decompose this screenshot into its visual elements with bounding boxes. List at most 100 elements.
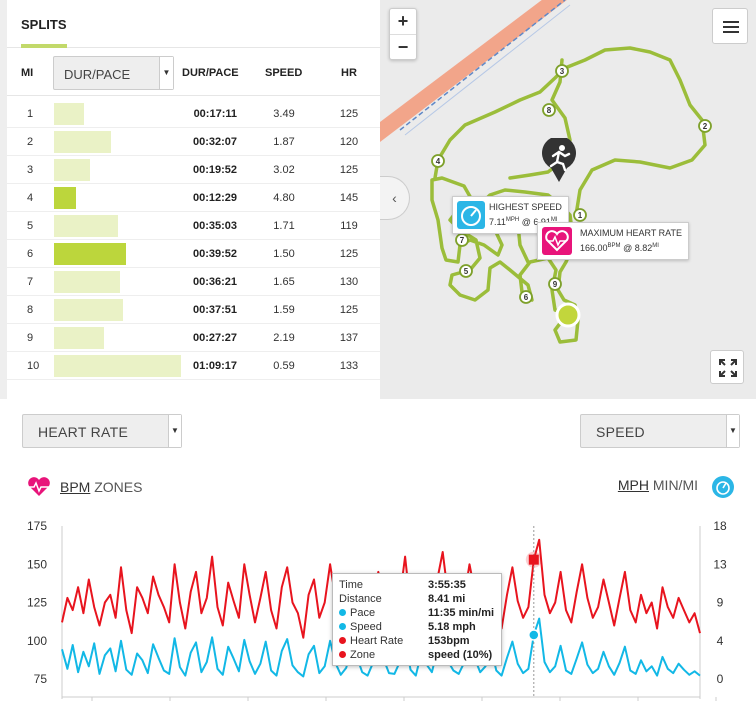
hr-cursor-point (528, 554, 539, 565)
split-bar (54, 243, 126, 265)
metric-select-label: DUR/PACE (64, 67, 131, 82)
legend-dot (339, 609, 346, 616)
left-metric-select[interactable]: HEART RATE ▼ (22, 414, 182, 448)
split-mile: 9 (27, 332, 34, 344)
map-rail (399, 0, 566, 131)
expand-icon (719, 359, 737, 377)
col-mi: MI (21, 67, 34, 79)
fullscreen-button[interactable] (710, 350, 744, 384)
tooltip-key: Time (339, 579, 364, 591)
chart-tooltip: Time 3:55:35 Distance 8.41 mi Pace 11:35 min/… (332, 573, 502, 666)
split-mile: 4 (27, 192, 34, 204)
left-tick-label: 175 (27, 519, 47, 533)
map-rail-2 (404, 4, 571, 136)
right-unit-toggle: MPH MIN/MI (618, 477, 698, 493)
split-bar (54, 327, 104, 349)
split-duration: 00:35:03 (192, 220, 237, 232)
zoom-out-button[interactable]: − (390, 34, 416, 59)
hamburger-icon (723, 21, 739, 23)
speedometer-icon (457, 201, 485, 229)
split-bar (54, 187, 76, 209)
split-speed: 3.02 (273, 164, 295, 176)
split-duration: 00:12:29 (192, 192, 237, 204)
chart-panel: HEART RATE ▼ SPEED ▼ BPM ZONES MPH MIN/M… (0, 399, 756, 701)
max-hr-title: MAXIMUM HEART RATE (580, 228, 683, 238)
col-hr: HR (341, 67, 357, 79)
right-tick-label: 13 (713, 557, 727, 571)
table-row[interactable]: 5 00:35:03 1.71 119 (7, 212, 380, 240)
right-tick-label: 0 (717, 672, 724, 686)
split-mile: 5 (27, 220, 34, 232)
unit-min-mi[interactable]: MIN/MI (652, 477, 698, 493)
table-row[interactable]: 2 00:32:07 1.87 120 (7, 128, 380, 156)
table-row[interactable]: 6 00:39:52 1.50 125 (7, 240, 380, 268)
heart-rate-icon (27, 477, 51, 496)
table-row[interactable]: 4 00:12:29 4.80 145 (7, 184, 380, 212)
chevron-down-icon: ▼ (159, 57, 173, 89)
left-metric-label: HEART RATE (38, 424, 129, 440)
split-duration: 00:39:52 (192, 248, 237, 260)
table-row[interactable]: 8 00:37:51 1.59 125 (7, 296, 380, 324)
split-mile: 8 (27, 304, 34, 316)
split-speed: 3.49 (273, 108, 295, 120)
tooltip-row: Speed 5.18 mph (339, 621, 495, 635)
map-menu-button[interactable] (712, 8, 748, 44)
table-row[interactable]: 3 00:19:52 3.02 125 (7, 156, 380, 184)
split-speed: 1.65 (273, 276, 295, 288)
tooltip-key: Pace (339, 607, 375, 619)
split-speed: 4.80 (273, 192, 295, 204)
speed-cursor-point (528, 629, 540, 641)
tooltip-value: 11:35 min/mi (428, 607, 495, 619)
heart-rate-icon (542, 227, 572, 255)
legend-dot (339, 637, 346, 644)
tooltip-key: Heart Rate (339, 635, 403, 647)
runner-pin-icon[interactable] (539, 138, 579, 184)
split-bar (54, 355, 181, 377)
table-row[interactable]: 7 00:36:21 1.65 130 (7, 268, 380, 296)
metric-select[interactable]: DUR/PACE ▼ (53, 56, 174, 90)
split-duration: 01:09:17 (192, 360, 237, 372)
tooltip-key: Speed (339, 621, 382, 633)
left-tick-label: 125 (27, 596, 47, 610)
split-bar (54, 215, 118, 237)
highest-speed-value: 7.11MPH @ 6.91MI (489, 217, 558, 227)
unit-mph[interactable]: MPH (617, 477, 649, 493)
left-unit-toggle: BPM ZONES (26, 477, 142, 497)
tooltip-row: Pace 11:35 min/mi (339, 607, 495, 621)
split-duration: 00:19:52 (192, 164, 237, 176)
tooltip-value: 5.18 mph (428, 621, 476, 633)
split-hr: 125 (339, 164, 359, 176)
split-duration: 00:37:51 (192, 304, 237, 316)
splits-header: SPLITS (7, 0, 380, 48)
split-speed: 1.71 (273, 220, 295, 232)
zoom-in-button[interactable]: + (397, 11, 409, 31)
split-mile: 2 (27, 136, 34, 148)
right-metric-select[interactable]: SPEED ▼ (580, 414, 740, 448)
table-row[interactable]: 10 01:09:17 0.59 133 (7, 352, 380, 380)
tooltip-value: 153bpm (428, 635, 470, 647)
tooltip-row: Distance 8.41 mi (339, 593, 495, 607)
split-bar (54, 159, 90, 181)
legend-dot (339, 651, 346, 658)
speedometer-icon (712, 476, 734, 498)
right-metric-label: SPEED (596, 424, 645, 440)
tab-underline (21, 44, 67, 48)
unit-bpm[interactable]: BPM (60, 479, 91, 495)
splits-panel: SPLITS MI DUR/PACE ▼ DUR/PACE SPEED HR 1… (7, 0, 380, 399)
tab-splits[interactable]: SPLITS (21, 17, 67, 32)
right-tick-label: 9 (717, 596, 724, 610)
finish-marker-icon[interactable] (548, 295, 588, 335)
tooltip-key: Zone (339, 649, 375, 661)
split-duration: 00:32:07 (192, 136, 237, 148)
split-speed: 1.59 (273, 304, 295, 316)
split-hr: 119 (340, 220, 358, 232)
split-hr: 125 (339, 108, 359, 120)
max-heart-rate-callout[interactable]: MAXIMUM HEART RATE 166.00BPM @ 8.82MI (537, 222, 690, 260)
split-mile: 3 (27, 164, 34, 176)
split-mile: 7 (27, 276, 34, 288)
table-row[interactable]: 9 00:27:27 2.19 137 (7, 324, 380, 352)
unit-zones[interactable]: ZONES (94, 479, 143, 495)
split-hr: 120 (339, 136, 359, 148)
table-row[interactable]: 1 00:17:11 3.49 125 (7, 100, 380, 128)
